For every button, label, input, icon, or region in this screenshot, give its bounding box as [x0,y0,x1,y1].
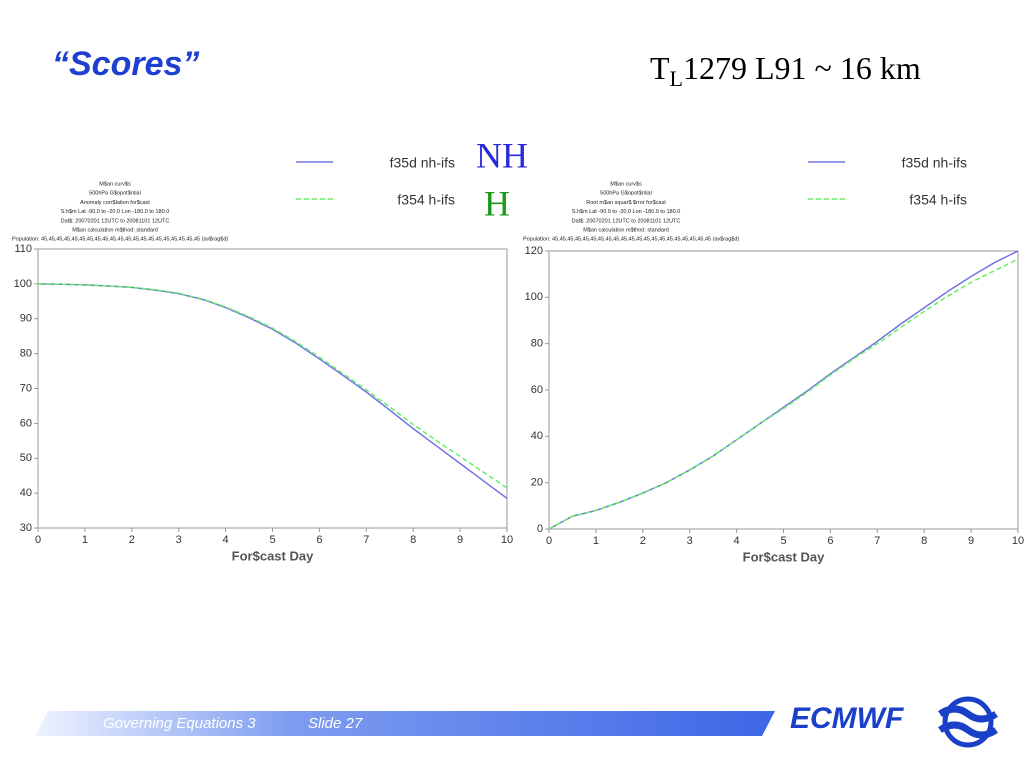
resolution: TL1279 L91 ~ 16 km [650,50,921,91]
x-tick-label: 2 [129,534,135,546]
sh-label: H [484,183,510,223]
legend-label: f35d nh-ifs [390,155,455,171]
x-tick-label: 0 [546,535,552,547]
y-tick-label: 0 [537,523,543,535]
footer-slide: Slide 27 [308,715,363,732]
resolution-sub: L [670,66,683,91]
x-tick-label: 3 [176,534,182,546]
footer-brand: ECMWF [790,702,904,735]
y-tick-label: 120 [525,245,543,257]
chart-subtitle: M$an calculation m$thod: standard [583,227,669,233]
chart-subtitle: Population: 45,45,45,45,45,45,45,45,45,4… [12,237,228,243]
x-tick-label: 0 [35,534,41,546]
chart-subtitle: M$an curv$s [610,181,642,187]
series-line [37,283,508,499]
series-line [548,250,1019,530]
x-tick-label: 7 [874,535,880,547]
plot-frame [37,248,508,529]
y-tick-label: 60 [20,417,32,429]
y-tick-label: 50 [20,452,32,464]
x-tick-label: 7 [363,534,369,546]
footer-course: Governing Equations 3 [103,715,256,732]
x-tick-label: 4 [223,534,229,546]
resolution-base: T [650,50,670,86]
plot-frame [548,250,1019,530]
y-tick-label: 20 [531,477,543,489]
y-tick-label: 90 [20,313,32,325]
y-tick-label: 40 [531,430,543,442]
x-tick-label: 8 [410,534,416,546]
x-tick-label: 4 [734,535,740,547]
y-tick-label: 100 [14,278,32,290]
x-tick-label: 5 [269,534,275,546]
footer-band [35,711,775,736]
chart-subtitle: M$an calculation m$thod: standard [72,227,158,233]
y-tick-label: 80 [20,348,32,360]
x-tick-label: 10 [501,534,513,546]
x-tick-label: 1 [593,535,599,547]
x-tick-label: 6 [827,535,833,547]
y-tick-label: 100 [525,291,543,303]
chart-subtitle: S.h$m Lat -90.0 to -20.0 Lon -180.0 to 1… [61,209,170,215]
chart-subtitle: Anomaly corr$lation for$cast [80,200,150,206]
brand-logo [938,696,998,748]
x-tick-label: 8 [921,535,927,547]
chart-subtitle: Root m$an squar$ $rror for$cast [586,200,666,206]
y-tick-label: 80 [531,338,543,350]
x-tick-label: 3 [687,535,693,547]
y-tick-label: 110 [14,243,32,255]
chart-subtitle: 500hPa G$opot$ntial [89,191,141,197]
x-axis-label: For$cast Day [743,549,825,564]
resolution-rest: 1279 L91 ~ 16 km [683,50,921,86]
x-tick-label: 9 [457,534,463,546]
x-tick-label: 1 [82,534,88,546]
y-tick-label: 70 [20,382,32,394]
legend-label: f354 h-ifs [909,192,967,208]
legend-label: f35d nh-ifs [902,155,967,171]
chart-subtitle: Dat$: 20070201 12UTC to 20081101 12UTC [61,218,170,224]
x-tick-label: 9 [968,535,974,547]
chart-subtitle: Dat$: 20070201 12UTC to 20081101 12UTC [572,218,681,224]
x-tick-label: 6 [316,534,322,546]
y-tick-label: 60 [531,384,543,396]
legend-label: f354 h-ifs [397,192,455,208]
nh-label: NH [476,135,528,175]
y-tick-label: 30 [20,522,32,534]
chart-subtitle: Population: 45,45,45,45,45,45,45,45,45,4… [523,237,739,243]
x-tick-label: 5 [780,535,786,547]
y-tick-label: 40 [20,487,32,499]
slide-title: “Scores” [52,45,199,83]
x-axis-label: For$cast Day [232,548,314,563]
chart-subtitle: S.h$m Lat -90.0 to -20.0 Lon -180.0 to 1… [572,209,681,215]
chart-subtitle: 500hPa G$opot$ntial [600,191,652,197]
series-line [548,258,1019,530]
series-line [37,283,508,489]
chart-subtitle: M$an curv$s [99,181,131,187]
x-tick-label: 2 [640,535,646,547]
x-tick-label: 10 [1012,535,1024,547]
